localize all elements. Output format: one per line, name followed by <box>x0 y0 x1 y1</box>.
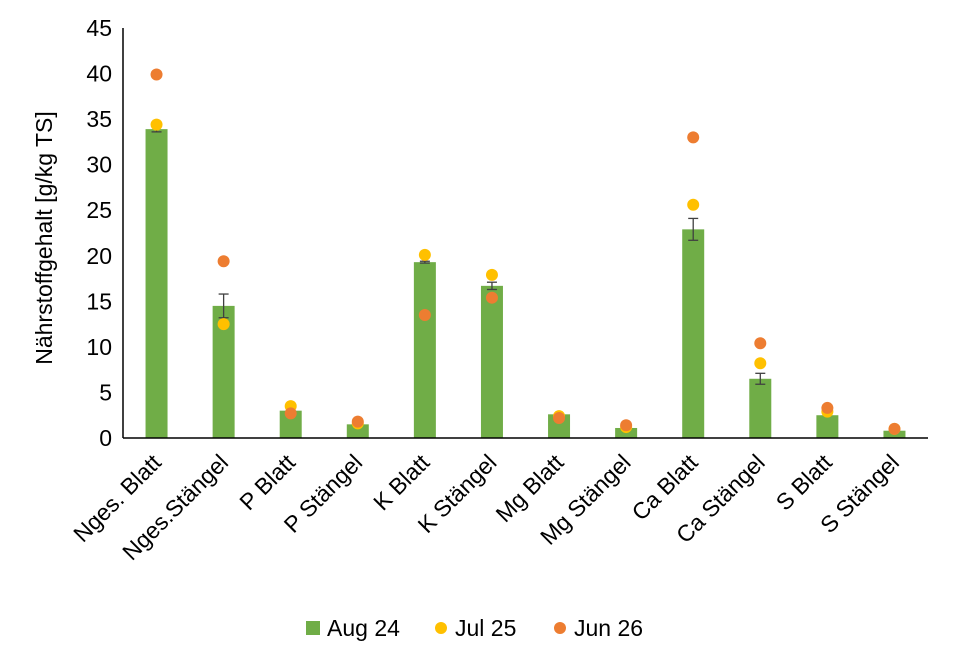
error-bar <box>419 260 430 264</box>
data-point <box>485 291 498 304</box>
error-bar <box>688 217 699 241</box>
data-point <box>687 198 700 211</box>
data-point <box>687 131 700 144</box>
bar <box>749 378 772 438</box>
data-point <box>553 411 566 424</box>
legend-swatch <box>306 621 320 635</box>
y-tick-label: 10 <box>86 334 112 360</box>
y-tick-label: 5 <box>99 379 112 405</box>
data-point <box>217 255 230 268</box>
error-bar <box>218 293 229 319</box>
bar <box>145 129 168 438</box>
y-tick-label: 40 <box>86 61 112 87</box>
legend-item: Aug 24 <box>306 615 400 641</box>
bar <box>480 285 503 438</box>
data-point <box>418 248 431 261</box>
data-point <box>754 357 767 370</box>
x-tick-label: P Blatt <box>234 449 300 515</box>
legend-marker <box>554 622 566 634</box>
legend-item: Jul 25 <box>435 615 516 641</box>
data-point <box>284 407 297 420</box>
point-series <box>150 68 901 435</box>
legend-label: Jun 26 <box>574 615 643 641</box>
legend-marker <box>435 622 447 634</box>
legend-item: Jun 26 <box>554 615 643 641</box>
bar <box>212 305 235 438</box>
y-tick-label: 35 <box>86 106 112 132</box>
y-tick-label: 20 <box>86 243 112 269</box>
error-bar <box>755 372 766 385</box>
data-point <box>217 318 230 331</box>
y-tick-label: 30 <box>86 152 112 178</box>
data-point <box>418 309 431 321</box>
error-bar <box>486 281 497 291</box>
bar <box>279 410 302 438</box>
bar <box>413 262 436 438</box>
data-point <box>620 419 633 432</box>
y-axis-title: Nährstoffgehalt [g/kg TS] <box>31 111 57 365</box>
data-point <box>821 401 834 414</box>
y-tick-label: 15 <box>86 288 112 314</box>
y-tick-label: 25 <box>86 197 112 223</box>
data-point <box>485 268 498 281</box>
data-point <box>351 415 364 428</box>
bar <box>682 229 705 438</box>
x-tick-label: S Blatt <box>771 449 838 516</box>
y-axis-ticks: 0 5 10 15 20 25 30 35 40 45 <box>86 15 112 451</box>
data-point <box>754 337 767 350</box>
data-point <box>150 68 163 81</box>
data-point <box>150 118 163 131</box>
y-tick-label: 45 <box>86 15 112 41</box>
legend-label: Aug 24 <box>327 615 400 641</box>
legend: Aug 24 Jul 25 Jun 26 <box>306 615 643 641</box>
error-bars <box>151 125 766 385</box>
bar-series <box>145 129 906 438</box>
x-tick-label: K Blatt <box>368 449 435 516</box>
bar <box>346 424 369 438</box>
data-point <box>888 422 901 435</box>
legend-label: Jul 25 <box>455 615 516 641</box>
bar <box>816 415 839 438</box>
y-tick-label: 0 <box>99 425 112 451</box>
